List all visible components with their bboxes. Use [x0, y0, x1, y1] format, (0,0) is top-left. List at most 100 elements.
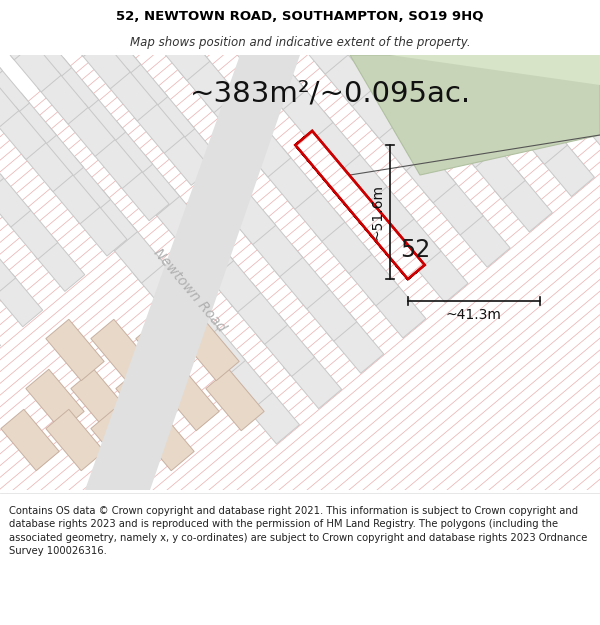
Polygon shape — [229, 283, 287, 344]
Text: 52, NEWTOWN ROAD, SOUTHAMPTON, SO19 9HQ: 52, NEWTOWN ROAD, SOUTHAMPTON, SO19 9HQ — [116, 10, 484, 23]
Polygon shape — [551, 68, 600, 129]
Polygon shape — [161, 132, 211, 186]
Polygon shape — [0, 107, 46, 159]
Polygon shape — [452, 206, 510, 268]
Polygon shape — [368, 276, 426, 338]
Polygon shape — [175, 219, 233, 280]
Polygon shape — [524, 36, 583, 97]
Polygon shape — [390, 55, 600, 85]
Polygon shape — [46, 409, 104, 471]
Polygon shape — [65, 104, 115, 156]
Polygon shape — [298, 280, 357, 341]
Polygon shape — [206, 369, 264, 431]
Text: Map shows position and indicative extent of the property.: Map shows position and indicative extent… — [130, 36, 470, 49]
Polygon shape — [119, 168, 169, 221]
Polygon shape — [116, 369, 174, 431]
Polygon shape — [428, 6, 487, 68]
Polygon shape — [410, 241, 468, 302]
Polygon shape — [163, 119, 222, 180]
Polygon shape — [383, 209, 441, 271]
Polygon shape — [386, 42, 445, 103]
Polygon shape — [287, 180, 345, 241]
Polygon shape — [50, 171, 100, 224]
Polygon shape — [94, 122, 152, 183]
Polygon shape — [38, 71, 88, 124]
Polygon shape — [214, 351, 272, 412]
Polygon shape — [206, 84, 264, 145]
Polygon shape — [256, 315, 314, 376]
Polygon shape — [35, 239, 85, 291]
Polygon shape — [244, 216, 303, 277]
Polygon shape — [0, 7, 34, 60]
Polygon shape — [314, 212, 372, 274]
Polygon shape — [187, 318, 245, 379]
Polygon shape — [85, 55, 300, 490]
Polygon shape — [371, 109, 429, 171]
Polygon shape — [190, 151, 249, 213]
Polygon shape — [134, 101, 184, 153]
Polygon shape — [497, 3, 556, 64]
Polygon shape — [260, 148, 318, 209]
Polygon shape — [283, 348, 341, 409]
Polygon shape — [136, 409, 194, 471]
Polygon shape — [593, 32, 600, 94]
Text: ~41.3m: ~41.3m — [446, 308, 502, 322]
Polygon shape — [566, 0, 600, 61]
Polygon shape — [8, 206, 58, 259]
Polygon shape — [440, 106, 498, 168]
Polygon shape — [425, 174, 483, 235]
Polygon shape — [82, 22, 141, 84]
Polygon shape — [317, 45, 375, 106]
Polygon shape — [578, 100, 600, 161]
Polygon shape — [0, 142, 4, 195]
Polygon shape — [106, 222, 164, 283]
Polygon shape — [344, 77, 402, 139]
Polygon shape — [398, 141, 456, 203]
Polygon shape — [67, 90, 125, 151]
Polygon shape — [455, 39, 514, 100]
Polygon shape — [359, 9, 418, 71]
Polygon shape — [46, 319, 104, 381]
Polygon shape — [0, 74, 19, 128]
Polygon shape — [536, 135, 595, 196]
Polygon shape — [271, 248, 330, 309]
Polygon shape — [467, 138, 525, 200]
Polygon shape — [356, 177, 414, 238]
Polygon shape — [160, 286, 218, 348]
Polygon shape — [275, 80, 333, 142]
Polygon shape — [302, 112, 360, 174]
Polygon shape — [109, 54, 168, 116]
Polygon shape — [77, 203, 127, 256]
Polygon shape — [241, 382, 299, 444]
Text: ~51.6m: ~51.6m — [371, 184, 385, 240]
Polygon shape — [71, 369, 129, 431]
Text: Contains OS data © Crown copyright and database right 2021. This information is : Contains OS data © Crown copyright and d… — [9, 506, 587, 556]
Polygon shape — [13, 26, 71, 87]
Polygon shape — [161, 369, 219, 431]
Polygon shape — [136, 87, 195, 148]
Polygon shape — [152, 19, 210, 81]
Polygon shape — [295, 131, 425, 279]
Polygon shape — [181, 319, 239, 381]
Polygon shape — [1, 409, 59, 471]
Polygon shape — [79, 189, 137, 251]
Polygon shape — [53, 4, 103, 57]
Polygon shape — [52, 158, 110, 219]
Polygon shape — [0, 61, 29, 122]
Polygon shape — [341, 244, 399, 306]
Polygon shape — [329, 144, 387, 206]
Polygon shape — [26, 369, 84, 431]
Polygon shape — [107, 68, 157, 121]
Polygon shape — [11, 39, 61, 92]
Polygon shape — [350, 55, 600, 175]
Polygon shape — [0, 242, 16, 294]
Polygon shape — [92, 136, 142, 189]
Text: Newtown Road: Newtown Road — [151, 246, 229, 334]
PathPatch shape — [295, 131, 425, 279]
Polygon shape — [0, 174, 31, 227]
Polygon shape — [179, 51, 237, 112]
Polygon shape — [91, 319, 149, 381]
Polygon shape — [248, 48, 306, 109]
Polygon shape — [121, 154, 179, 216]
Polygon shape — [40, 58, 98, 119]
